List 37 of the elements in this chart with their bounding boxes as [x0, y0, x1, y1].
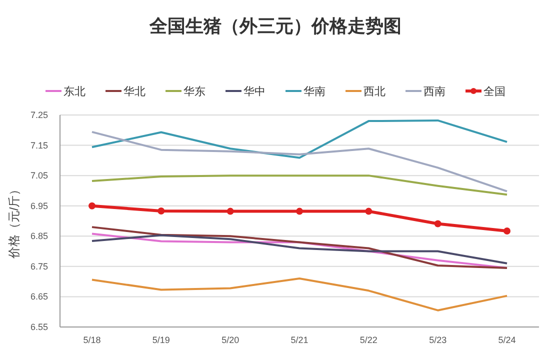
line-series	[91, 226, 508, 269]
point	[88, 202, 96, 210]
point	[296, 208, 303, 215]
legend-label: 华北	[124, 85, 146, 98]
point	[504, 227, 510, 234]
point	[434, 220, 442, 228]
legend-label: 华南	[304, 85, 326, 98]
x-tick-label: 5/19	[152, 335, 170, 345]
legend-label: 华东	[184, 85, 206, 98]
y-tick-label: 6.55	[30, 322, 48, 332]
x-tick-label: 5/22	[360, 335, 378, 345]
x-tick-label: 5/21	[290, 335, 308, 345]
y-axis-title: 价格（元/斤）	[7, 183, 21, 260]
y-tick-label: 6.65	[30, 292, 48, 302]
line-series	[91, 130, 508, 192]
y-tick-label: 7.25	[30, 110, 48, 120]
y-tick-label: 7.05	[30, 170, 48, 181]
x-tick-label: 5/20	[222, 335, 240, 345]
point	[158, 208, 165, 215]
point	[365, 208, 372, 215]
legend-label: 东北	[64, 85, 86, 98]
y-tick-label: 7.15	[30, 140, 48, 150]
chart-title: 全国生猪（外三元）价格走势图	[148, 16, 402, 36]
line-series	[91, 174, 508, 196]
y-tick-label: 6.95	[30, 200, 48, 211]
y-tick-label: 6.85	[30, 231, 48, 242]
y-tick-label: 6.75	[30, 261, 48, 272]
legend-label: 西北	[364, 85, 386, 98]
x-tick-label: 5/24	[498, 335, 516, 345]
legend-label: 华中	[244, 85, 266, 98]
point	[226, 208, 234, 215]
x-tick-label: 5/23	[429, 335, 447, 345]
legend-label: 全国	[484, 86, 506, 98]
legend-label: 西南	[424, 85, 446, 98]
line-series	[91, 119, 508, 159]
x-tick-label: 5/18	[83, 335, 101, 345]
line-series	[91, 278, 508, 312]
